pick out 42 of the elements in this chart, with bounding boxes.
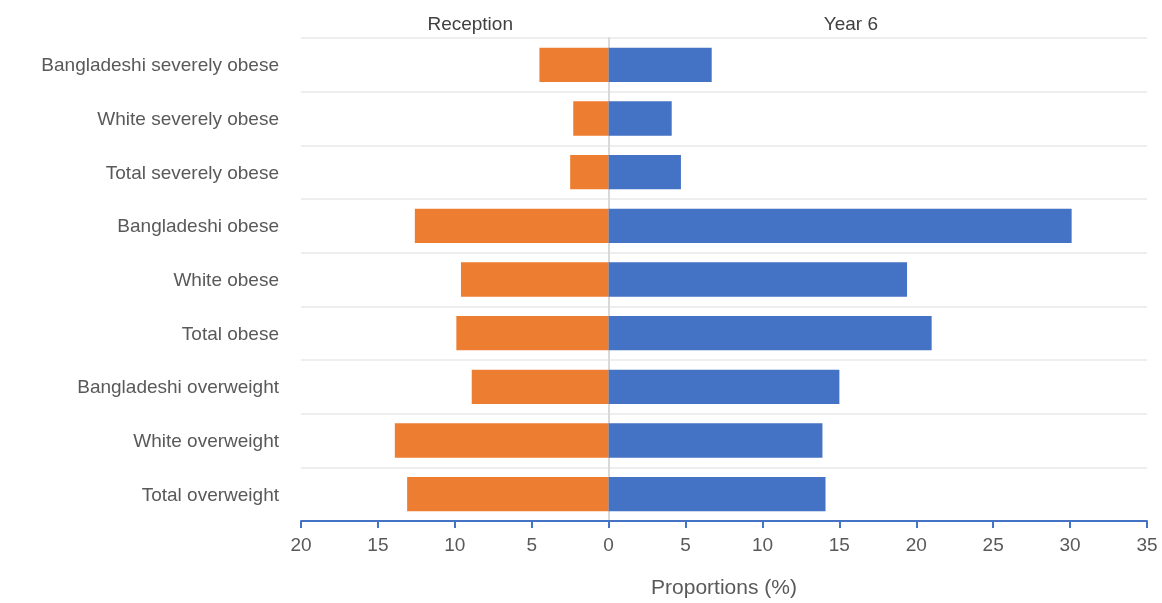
x-tick-label: 0 [603, 534, 614, 555]
bar [608, 423, 823, 458]
bar [608, 369, 840, 405]
bar [608, 47, 712, 83]
x-tick-label: 20 [290, 534, 312, 555]
bar [608, 208, 1072, 244]
bar [407, 476, 609, 512]
bar [414, 208, 609, 244]
bar [539, 47, 609, 83]
x-tick-label: 30 [1059, 534, 1081, 555]
y-tick-label: Bangladeshi overweight [77, 376, 280, 398]
bar [608, 154, 681, 190]
text: Year 6 [823, 13, 879, 34]
bar [608, 315, 932, 351]
y-tick-label: Bangladeshi severely obese [41, 54, 279, 76]
bar [608, 476, 826, 512]
y-tick-label: White severely obese [97, 108, 279, 129]
y-tick-label: White overweight [133, 430, 280, 451]
y-tick-label: Total obese [181, 322, 279, 344]
x-tick-label: 20 [905, 534, 927, 555]
x-tick-label: 15 [367, 534, 389, 555]
bar [570, 154, 609, 190]
bar [608, 101, 672, 136]
bar [456, 315, 609, 351]
y-tick-label: Total severely obese [105, 161, 279, 183]
series-label: Reception [427, 13, 513, 34]
x-tick-label: 10 [751, 534, 774, 555]
x-tick-label: 35 [1136, 534, 1158, 555]
bar [573, 101, 609, 136]
x-tick-label: 5 [526, 534, 538, 555]
x-axis-title: Proportions (%) [651, 575, 797, 598]
bar [471, 369, 609, 405]
y-tick-label: Bangladeshi obese [117, 215, 279, 237]
y-tick-label: Total overweight [141, 483, 280, 505]
x-tick-label: 10 [444, 534, 466, 555]
x-tick-label: 25 [982, 534, 1004, 555]
bar [394, 423, 609, 458]
y-tick-label: White obese [173, 269, 279, 290]
x-tick-label: 5 [680, 534, 691, 555]
bar [460, 262, 609, 297]
bar [608, 262, 908, 297]
x-tick-label: 15 [828, 534, 850, 555]
